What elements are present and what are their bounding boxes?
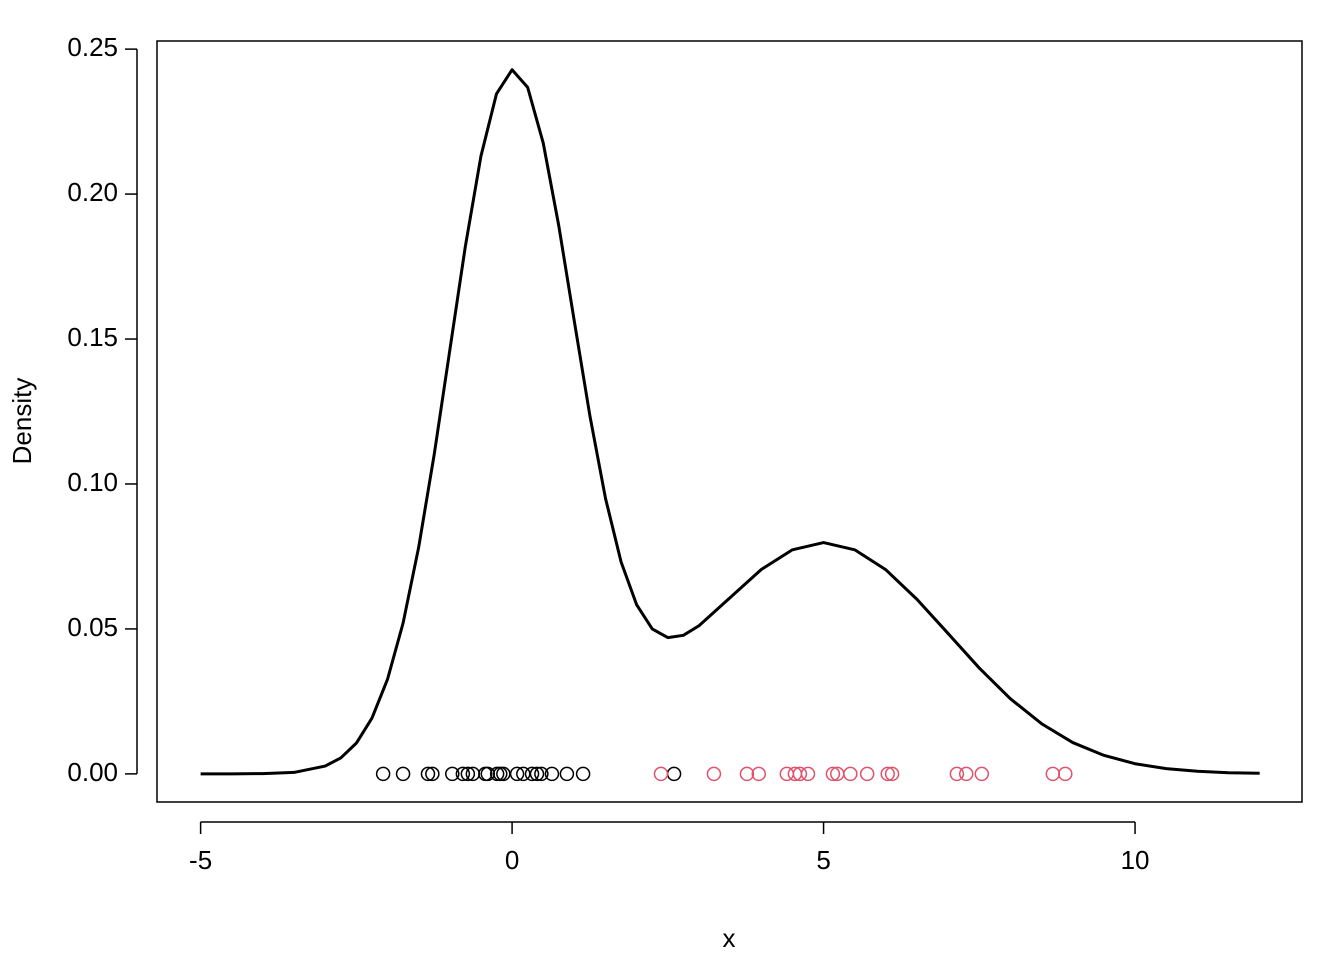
y-tick-label: 0.10 <box>67 467 118 497</box>
data-point <box>706 766 722 782</box>
data-point <box>653 766 669 782</box>
data-point <box>1045 766 1061 782</box>
data-point <box>544 766 560 782</box>
data-point <box>445 766 460 782</box>
data-point <box>509 766 525 782</box>
data-point <box>825 766 841 782</box>
data-point <box>420 766 436 782</box>
data-point <box>974 766 990 782</box>
data-point <box>958 766 974 782</box>
data-point <box>884 766 900 782</box>
data-point <box>524 766 540 782</box>
data-point <box>859 766 875 782</box>
data-point <box>460 766 476 782</box>
x-tick-label: 0 <box>505 845 519 875</box>
x-tick-label: 5 <box>816 845 830 875</box>
data-point <box>534 766 549 782</box>
data-point <box>559 766 575 782</box>
y-tick-label: 0.00 <box>67 757 118 787</box>
data-point <box>792 766 808 782</box>
y-axis-label: Density <box>7 378 37 465</box>
y-tick-label: 0.20 <box>67 177 118 207</box>
x-tick-label: -5 <box>189 845 212 875</box>
x-tick-label: 10 <box>1121 845 1150 875</box>
data-point <box>1058 766 1073 782</box>
data-point <box>455 766 471 782</box>
y-tick-label: 0.25 <box>67 32 118 62</box>
density-line <box>200 68 1260 776</box>
data-point <box>880 766 895 782</box>
plot-frame <box>156 40 1303 803</box>
data-point <box>529 766 545 782</box>
data-point <box>375 766 391 782</box>
data-point <box>395 766 411 782</box>
data-point <box>493 766 508 782</box>
data-point <box>666 766 682 782</box>
y-tick-label: 0.05 <box>67 612 118 642</box>
data-point <box>575 766 591 782</box>
y-tick-label: 0.15 <box>67 322 118 352</box>
data-point <box>751 766 767 782</box>
data-point <box>739 766 755 782</box>
data-point <box>425 766 440 782</box>
x-axis-label: x <box>723 923 736 953</box>
data-point <box>949 766 965 782</box>
data-point <box>843 766 858 782</box>
data-point <box>800 766 816 782</box>
